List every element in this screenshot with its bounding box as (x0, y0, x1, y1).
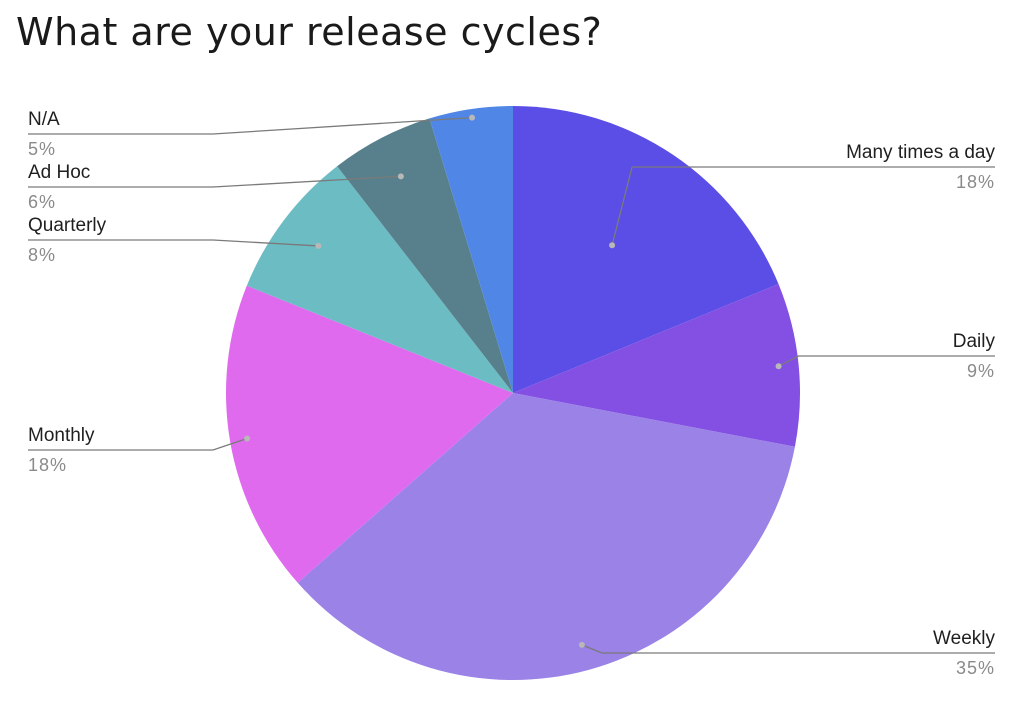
leader-line-weekly (581, 644, 995, 654)
slice-label-quarterly: Quarterly (28, 215, 107, 236)
leader-dot-ad-hoc (397, 173, 404, 180)
slice-percent-quarterly: 8% (28, 245, 56, 265)
leader-line-monthly (28, 437, 248, 451)
leader-dot-many-times-a-day (609, 242, 616, 249)
slice-label-n-a: N/A (28, 109, 60, 130)
leader-dot-weekly (578, 641, 585, 648)
slice-labels: Many times a day 18% Daily 9% Weekly 35% Month… (28, 109, 995, 678)
slice-label-daily: Daily (953, 331, 996, 352)
leader-line-many-times-a-day (611, 166, 995, 246)
pie-slice-quarterly[interactable] (246, 166, 513, 393)
leader-line-ad-hoc (28, 175, 401, 188)
pie-slice-n-a[interactable] (429, 106, 513, 393)
pie-slices (225, 106, 800, 681)
leader-line-quarterly (28, 239, 319, 247)
slice-percent-ad-hoc: 6% (28, 192, 56, 212)
slice-percent-monthly: 18% (28, 455, 67, 475)
slice-percent-weekly: 35% (956, 658, 995, 678)
leader-dot-monthly (244, 435, 251, 442)
slice-label-monthly: Monthly (28, 425, 95, 446)
slice-percent-n-a: 5% (28, 139, 56, 159)
leader-line-n-a (28, 116, 473, 135)
slice-label-ad-hoc: Ad Hoc (28, 162, 90, 183)
leader-line-daily (778, 355, 995, 367)
slice-label-many-times-a-day: Many times a day (846, 142, 995, 163)
pie-slice-daily[interactable] (513, 284, 800, 447)
leader-dot-quarterly (315, 242, 322, 249)
leader-dot-daily (775, 363, 782, 370)
pie-slice-ad-hoc[interactable] (337, 118, 513, 393)
slice-percent-many-times-a-day: 18% (956, 172, 995, 192)
chart-title: What are your release cycles? (16, 10, 603, 54)
leader-lines (28, 114, 995, 654)
pie-slice-monthly[interactable] (225, 285, 513, 583)
leader-dot-n-a (469, 114, 476, 121)
pie-slice-weekly[interactable] (297, 393, 795, 681)
slice-percent-daily: 9% (967, 361, 995, 381)
slice-label-weekly: Weekly (933, 628, 995, 649)
pie-slice-many-times-a-day[interactable] (513, 106, 779, 393)
